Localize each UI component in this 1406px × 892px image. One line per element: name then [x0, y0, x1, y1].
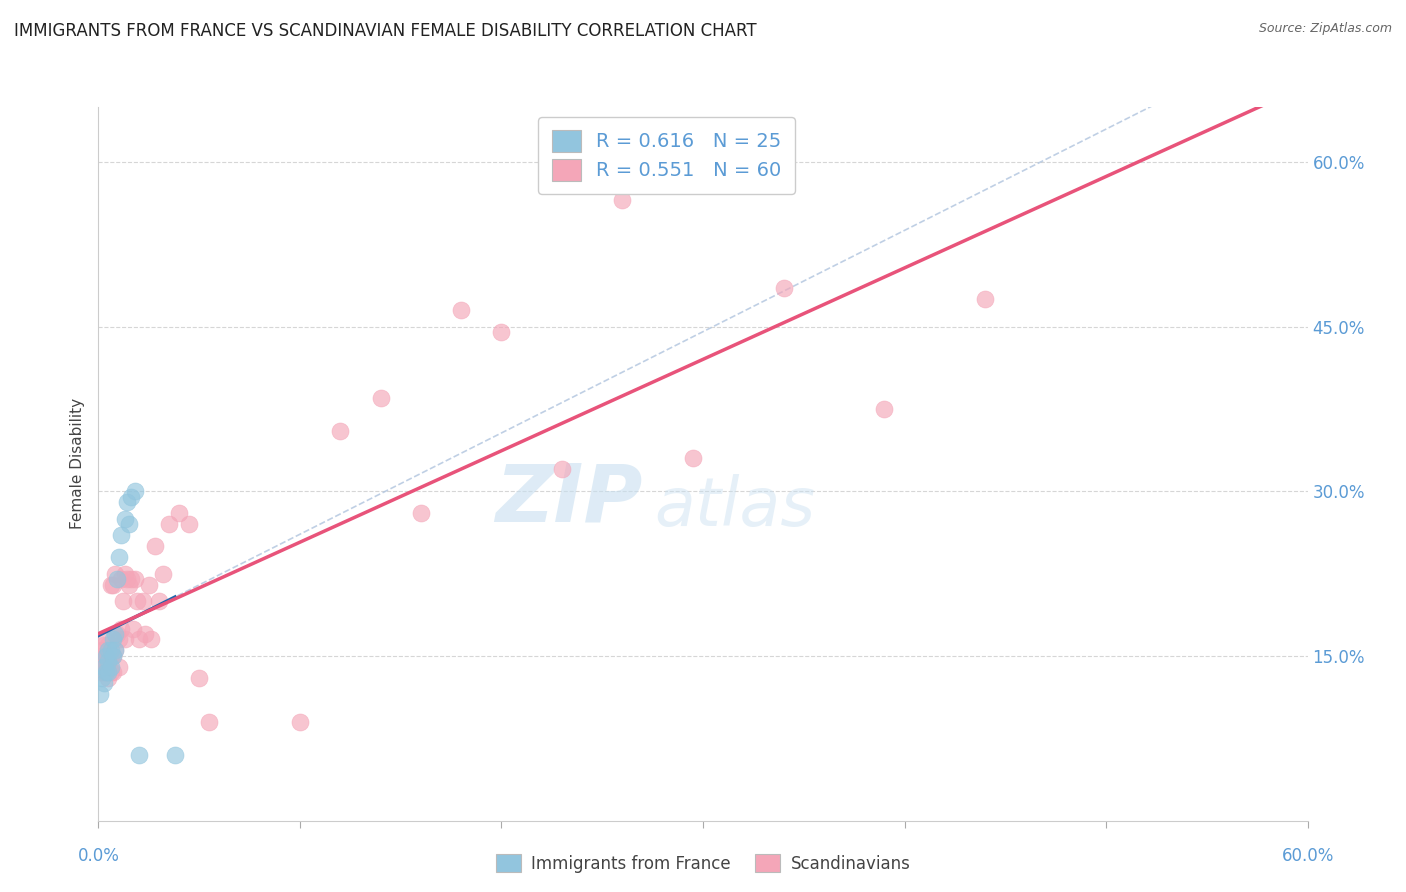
Point	[96, 665, 118, 680]
Point	[93, 655, 115, 669]
Point	[93, 676, 115, 690]
Point	[152, 566, 174, 581]
Point	[97, 671, 120, 685]
Point	[128, 747, 150, 762]
Legend: R = 0.616   N = 25, R = 0.551   N = 60: R = 0.616 N = 25, R = 0.551 N = 60	[538, 117, 796, 194]
Point	[118, 517, 141, 532]
Point	[97, 655, 120, 669]
Point	[107, 660, 129, 674]
Point	[91, 643, 114, 657]
Point	[115, 495, 138, 509]
Point	[491, 325, 513, 339]
Text: Source: ZipAtlas.com: Source: ZipAtlas.com	[1258, 22, 1392, 36]
Point	[89, 648, 111, 663]
Point	[96, 648, 118, 663]
Point	[101, 648, 124, 663]
Point	[103, 643, 125, 657]
Point	[125, 594, 148, 608]
Point	[97, 638, 120, 652]
Point	[89, 687, 111, 701]
Text: ZIP: ZIP	[495, 460, 643, 539]
Point	[100, 577, 122, 591]
Point	[139, 632, 162, 647]
Point	[107, 550, 129, 565]
Point	[101, 632, 124, 647]
Point	[100, 660, 122, 674]
Point	[101, 577, 124, 591]
Point	[682, 451, 704, 466]
Point	[93, 638, 115, 652]
Point	[115, 572, 138, 586]
Point	[873, 401, 896, 416]
Text: 0.0%: 0.0%	[77, 847, 120, 865]
Point	[100, 648, 122, 663]
Point	[288, 714, 311, 729]
Point	[134, 627, 156, 641]
Point	[157, 517, 180, 532]
Point	[370, 391, 392, 405]
Point	[96, 665, 118, 680]
Point	[93, 665, 115, 680]
Legend: Immigrants from France, Scandinavians: Immigrants from France, Scandinavians	[489, 847, 917, 880]
Point	[97, 643, 120, 657]
Point	[143, 539, 166, 553]
Point	[111, 594, 134, 608]
Point	[91, 660, 114, 674]
Point	[96, 632, 118, 647]
Point	[101, 648, 124, 663]
Point	[124, 484, 146, 499]
Point	[100, 665, 122, 680]
Point	[121, 622, 143, 636]
Point	[114, 566, 136, 581]
Point	[118, 577, 141, 591]
Point	[103, 627, 125, 641]
Point	[93, 660, 115, 674]
Point	[612, 194, 634, 208]
Point	[409, 506, 432, 520]
Point	[103, 566, 125, 581]
Point	[105, 627, 128, 641]
Point	[188, 671, 211, 685]
Point	[124, 572, 146, 586]
Point	[103, 643, 125, 657]
Point	[772, 281, 794, 295]
Point	[105, 572, 128, 586]
Point	[120, 572, 142, 586]
Point	[91, 671, 114, 685]
Y-axis label: Female Disability: Female Disability	[70, 398, 86, 530]
Point	[97, 665, 120, 680]
Point	[198, 714, 221, 729]
Point	[101, 665, 124, 680]
Point	[120, 490, 142, 504]
Text: atlas: atlas	[655, 474, 815, 540]
Point	[89, 665, 111, 680]
Point	[110, 528, 132, 542]
Point	[110, 572, 132, 586]
Point	[100, 643, 122, 657]
Point	[96, 648, 118, 663]
Point	[114, 512, 136, 526]
Point	[107, 632, 129, 647]
Point	[974, 292, 997, 306]
Point	[110, 622, 132, 636]
Text: 60.0%: 60.0%	[1281, 847, 1334, 865]
Text: IMMIGRANTS FROM FRANCE VS SCANDINAVIAN FEMALE DISABILITY CORRELATION CHART: IMMIGRANTS FROM FRANCE VS SCANDINAVIAN F…	[14, 22, 756, 40]
Point	[163, 747, 186, 762]
Point	[128, 632, 150, 647]
Point	[138, 577, 160, 591]
Point	[329, 424, 352, 438]
Point	[450, 303, 472, 318]
Point	[132, 594, 155, 608]
Point	[179, 517, 201, 532]
Point	[97, 655, 120, 669]
Point	[148, 594, 170, 608]
Point	[114, 632, 136, 647]
Point	[167, 506, 190, 520]
Point	[551, 462, 574, 476]
